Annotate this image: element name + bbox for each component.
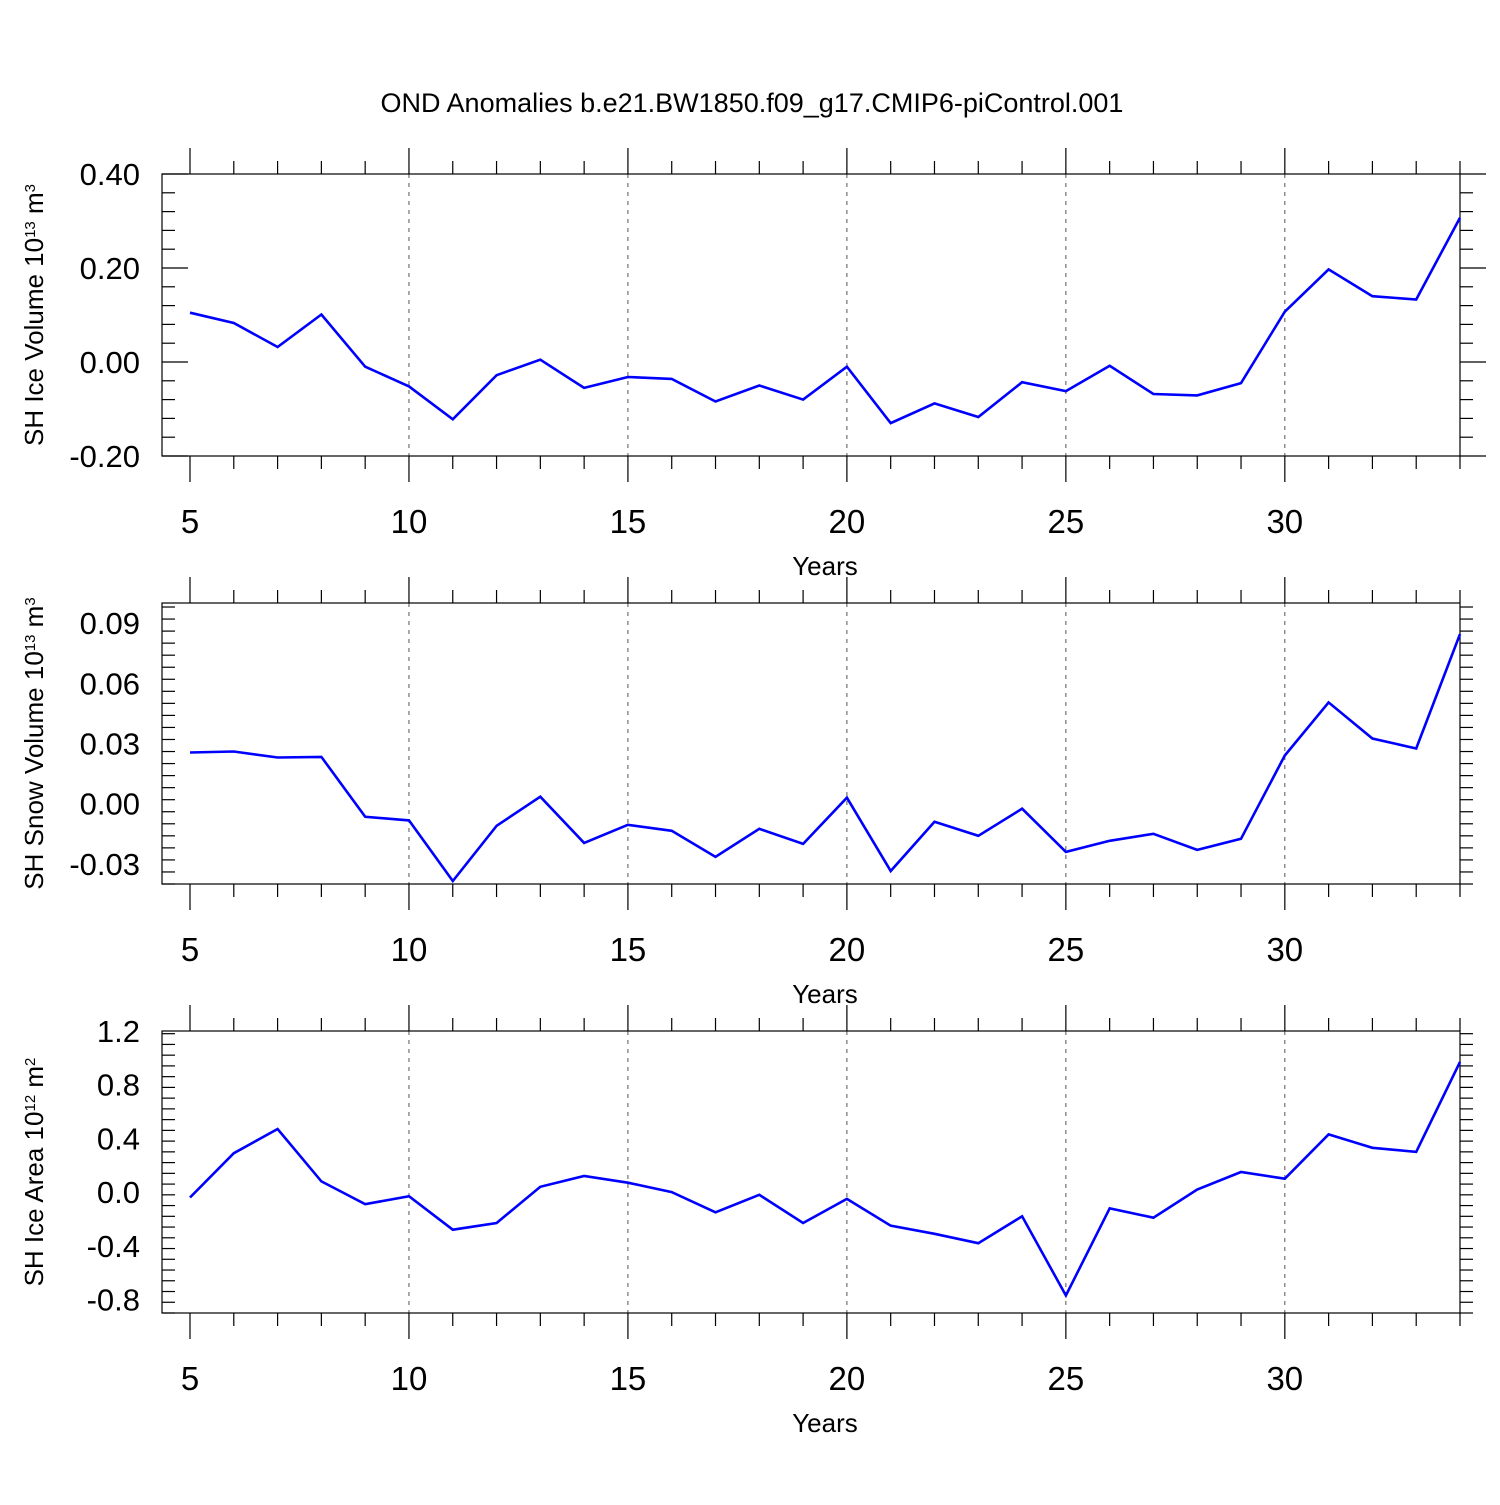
x-tick-label: 25 <box>1048 931 1085 968</box>
y-tick-label: 0.4 <box>97 1121 140 1156</box>
plot-frame <box>161 602 1461 885</box>
y-axis-title-superscript: 3 <box>22 597 39 605</box>
y-axis-title-superscript: 12 <box>22 1095 39 1112</box>
series-line <box>189 217 1462 425</box>
x-axis-title: Years <box>792 1408 858 1438</box>
x-tick-label: 25 <box>1048 1360 1085 1397</box>
x-tick-label: 5 <box>181 503 199 540</box>
y-axis-title-part: m <box>19 1066 49 1095</box>
x-tick-label: 20 <box>829 1360 866 1397</box>
y-tick-label: 0.20 <box>80 251 140 286</box>
x-axis-title: Years <box>792 979 858 1009</box>
series-line <box>189 1061 1462 1299</box>
y-tick-label: 0.03 <box>80 727 140 762</box>
y-tick-label: -0.20 <box>69 439 140 474</box>
y-axis-title-part: SH Ice Volume 10 <box>19 238 49 446</box>
x-tick-label: 15 <box>610 931 647 968</box>
x-tick-label: 10 <box>391 503 428 540</box>
y-axis-title-superscript: 2 <box>22 1058 39 1066</box>
x-tick-label: 30 <box>1266 1360 1303 1397</box>
x-tick-label: 15 <box>610 503 647 540</box>
figure-title: OND Anomalies b.e21.BW1850.f09_g17.CMIP6… <box>381 88 1124 118</box>
y-axis-title: SH Snow Volume 1013 m3 <box>19 597 49 889</box>
x-tick-label: 5 <box>181 1360 199 1397</box>
x-tick-label: 30 <box>1266 503 1303 540</box>
series-line <box>189 633 1462 884</box>
x-tick-label: 10 <box>391 931 428 968</box>
y-axis-title-part: m <box>19 606 49 635</box>
y-tick-label: 0.09 <box>80 606 140 641</box>
x-tick-label: 20 <box>829 931 866 968</box>
y-axis-title: SH Ice Volume 1013 m3 <box>19 184 49 446</box>
x-tick-label: 20 <box>829 503 866 540</box>
chart-panel-1: 5 10 15 20 25 30 Years -0.20 0.00 0.20 0.40 SH Ice … <box>19 148 1486 581</box>
y-axis-title: SH Ice Area 1012 m2 <box>19 1058 49 1287</box>
x-tick-label: 5 <box>181 931 199 968</box>
y-axis-title-superscript: 3 <box>22 184 39 192</box>
x-tick-label: 30 <box>1266 931 1303 968</box>
y-tick-label: 0.40 <box>80 157 140 192</box>
chart-panel-2: 5 10 15 20 25 30 Years -0.03 0.00 0.03 0.06 0.09 SH … <box>19 577 1473 1009</box>
x-axis-title: Years <box>792 551 858 581</box>
plot-frame <box>161 173 1461 457</box>
y-axis-title-superscript: 13 <box>22 221 39 238</box>
y-tick-label: 0.00 <box>80 345 140 380</box>
y-tick-label: -0.8 <box>87 1283 140 1318</box>
y-axis-title-superscript: 13 <box>22 635 39 652</box>
y-tick-label: 0.0 <box>97 1175 140 1210</box>
x-tick-label: 25 <box>1048 503 1085 540</box>
y-tick-label: 1.2 <box>97 1014 140 1049</box>
x-tick-label: 15 <box>610 1360 647 1397</box>
y-tick-label: -0.03 <box>69 847 140 882</box>
y-tick-label: 0.8 <box>97 1068 140 1103</box>
x-tick-label: 10 <box>391 1360 428 1397</box>
y-axis-title-part: SH Snow Volume 10 <box>19 651 49 889</box>
y-tick-label: -0.4 <box>87 1229 140 1264</box>
y-tick-label: 0.06 <box>80 666 140 701</box>
plot-frame <box>161 1030 1461 1314</box>
chart-panel-3: 5 10 15 20 25 30 Years -0.8 -0.4 0.0 0.4 0.8 1.2 SH I… <box>19 1005 1473 1438</box>
y-axis-title-part: SH Ice Area 10 <box>19 1112 49 1287</box>
y-axis-title-part: m <box>19 192 49 221</box>
y-tick-label: 0.00 <box>80 787 140 822</box>
